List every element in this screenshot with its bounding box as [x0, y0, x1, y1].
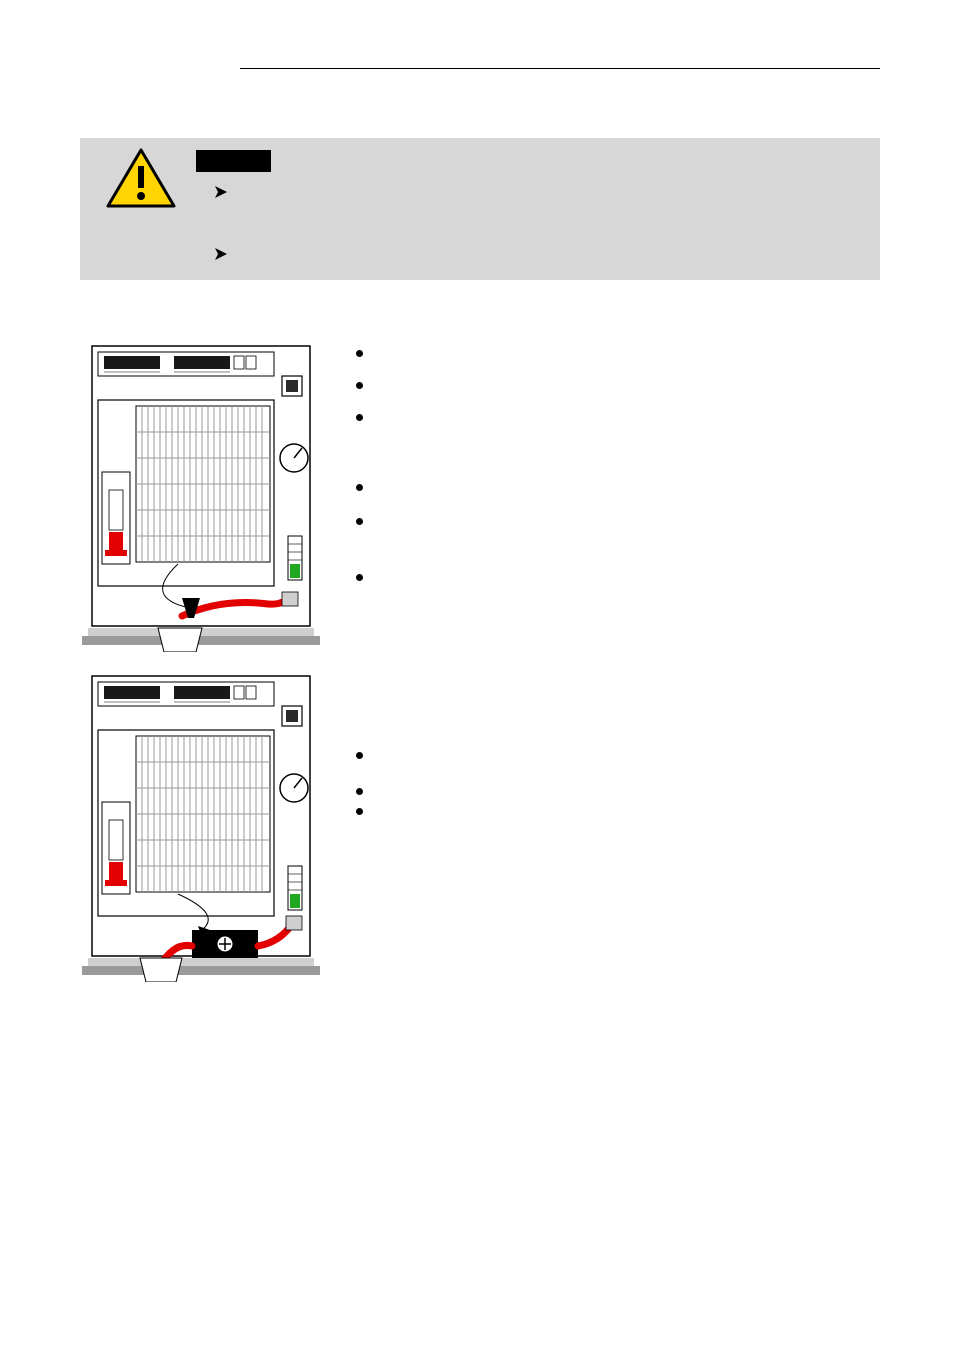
- bullet-dot: [356, 788, 363, 795]
- bullet-dot: [356, 382, 363, 389]
- caution-label-band: [196, 150, 271, 172]
- bullet-dot: [356, 808, 363, 815]
- arrowhead-bullet-icon: [213, 184, 229, 200]
- equipment-figure-1: [82, 340, 320, 652]
- warning-triangle-icon: [106, 148, 176, 208]
- bullet-dot: [356, 752, 363, 759]
- equipment-figure-2: [82, 670, 320, 982]
- arrowhead-bullet-icon: [213, 246, 229, 262]
- section-rule: [240, 68, 880, 69]
- bullet-dot: [356, 414, 363, 421]
- bullet-dot: [356, 518, 363, 525]
- bullet-dot: [356, 574, 363, 581]
- bullet-dot: [356, 350, 363, 357]
- bullet-dot: [356, 484, 363, 491]
